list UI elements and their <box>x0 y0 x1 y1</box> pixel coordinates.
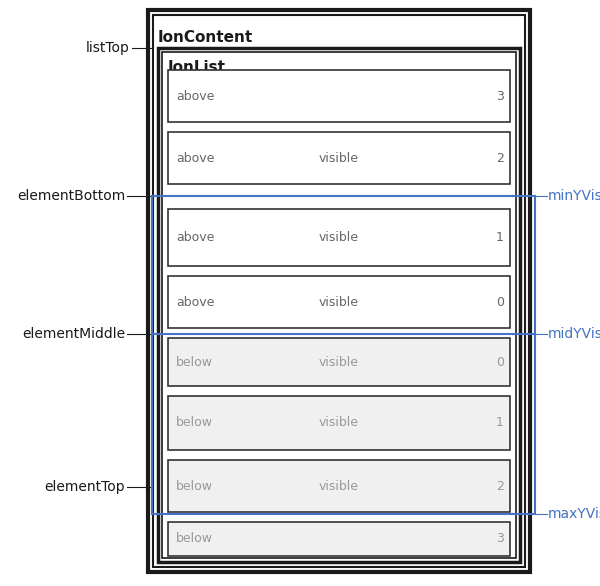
Text: above: above <box>176 152 214 165</box>
Text: 1: 1 <box>496 417 504 430</box>
Bar <box>162 52 516 558</box>
Text: 0: 0 <box>496 356 504 369</box>
Text: elementBottom: elementBottom <box>17 189 125 203</box>
Text: elementTop: elementTop <box>44 480 125 494</box>
Text: above: above <box>176 295 214 308</box>
Bar <box>168 522 510 556</box>
Text: 2: 2 <box>496 479 504 492</box>
Bar <box>153 15 525 567</box>
Bar <box>168 132 510 184</box>
Bar <box>168 338 510 386</box>
Text: 0: 0 <box>496 295 504 308</box>
Text: below: below <box>176 417 213 430</box>
Text: visible: visible <box>319 152 359 165</box>
Text: 1: 1 <box>496 231 504 244</box>
Bar <box>168 460 510 512</box>
Bar <box>152 196 535 514</box>
Text: visible: visible <box>319 356 359 369</box>
Text: maxYVisible: maxYVisible <box>548 507 600 521</box>
Text: below: below <box>176 356 213 369</box>
Text: minYVisible: minYVisible <box>548 189 600 203</box>
Bar <box>168 396 510 450</box>
Text: elementMiddle: elementMiddle <box>22 327 125 341</box>
Text: above: above <box>176 231 214 244</box>
Bar <box>168 70 510 122</box>
Bar <box>148 10 530 572</box>
Text: 2: 2 <box>496 152 504 165</box>
Text: below: below <box>176 479 213 492</box>
Text: visible: visible <box>319 295 359 308</box>
Bar <box>158 48 520 562</box>
Text: midYVisible: midYVisible <box>548 327 600 341</box>
Text: visible: visible <box>319 479 359 492</box>
Bar <box>168 209 510 266</box>
Text: above: above <box>176 90 214 103</box>
Text: listTop: listTop <box>86 41 130 55</box>
Text: 3: 3 <box>496 90 504 103</box>
Text: below: below <box>176 533 213 546</box>
Text: IonContent: IonContent <box>158 30 253 45</box>
Bar <box>168 276 510 328</box>
Text: IonList: IonList <box>168 60 226 75</box>
Text: visible: visible <box>319 417 359 430</box>
Text: visible: visible <box>319 231 359 244</box>
Text: 3: 3 <box>496 533 504 546</box>
